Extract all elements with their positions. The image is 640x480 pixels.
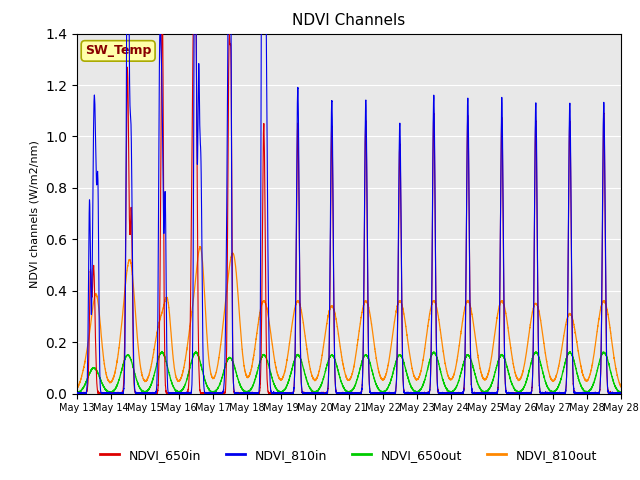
Text: SW_Temp: SW_Temp <box>85 44 151 58</box>
Y-axis label: NDVI channels (W/m2/nm): NDVI channels (W/m2/nm) <box>29 140 40 288</box>
Legend: NDVI_650in, NDVI_810in, NDVI_650out, NDVI_810out: NDVI_650in, NDVI_810in, NDVI_650out, NDV… <box>95 444 602 467</box>
Title: NDVI Channels: NDVI Channels <box>292 13 405 28</box>
